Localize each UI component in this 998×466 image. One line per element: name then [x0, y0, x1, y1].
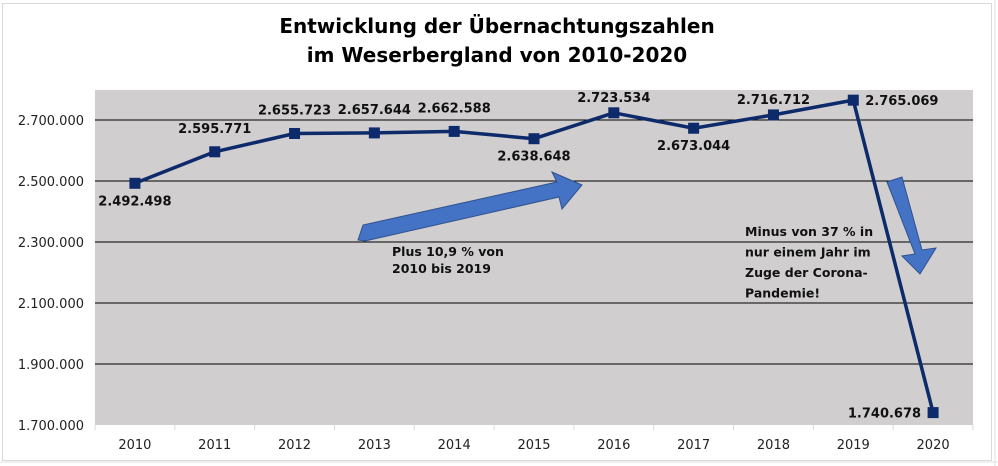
x-tick-label: 2011 [198, 438, 231, 453]
increase-arrow-icon [357, 170, 583, 242]
x-tick-label: 2012 [278, 438, 311, 453]
data-label: 2.673.044 [657, 139, 730, 154]
x-tick-label: 2013 [358, 438, 391, 453]
data-labels: 2.492.498 2.595.771 2.655.723 2.657.644 2.66… [98, 91, 938, 422]
y-tick-label: 2.500.000 [18, 175, 84, 190]
data-label: 2.723.534 [577, 91, 650, 106]
data-point-marker[interactable] [289, 128, 301, 140]
y-tick-label: 2.700.000 [18, 114, 84, 129]
x-tick-label: 2016 [597, 438, 630, 453]
data-label: 2.662.588 [418, 101, 491, 116]
chart-title-line-1: Entwicklung der Übernachtungszahlen [279, 14, 714, 38]
annotation-increase-text: 2010 bis 2019 [392, 261, 491, 276]
data-label: 2.765.069 [865, 94, 938, 109]
x-tick-label: 2017 [677, 438, 710, 453]
data-label: 2.655.723 [258, 104, 331, 119]
data-label: 2.492.498 [98, 194, 171, 209]
y-tick-label: 1.900.000 [18, 358, 84, 373]
y-tick-label: 2.100.000 [18, 297, 84, 312]
decrease-arrow-icon [886, 176, 937, 275]
chart-title-line-2: im Weserbergland von 2010-2020 [307, 43, 687, 67]
y-tick-label: 1.700.000 [18, 419, 84, 434]
y-tick-label: 2.300.000 [18, 236, 84, 251]
data-point-marker[interactable] [847, 94, 859, 106]
x-tick-label: 2020 [917, 438, 950, 453]
data-point-marker[interactable] [688, 122, 700, 134]
x-tick-label: 2010 [118, 438, 151, 453]
x-tick-label: 2019 [837, 438, 870, 453]
data-point-marker[interactable] [209, 146, 221, 158]
data-point-marker[interactable] [767, 109, 779, 121]
x-tick-label: 2015 [517, 438, 550, 453]
data-point-marker[interactable] [528, 133, 540, 145]
y-axis: 1.700.000 1.900.000 2.100.000 2.300.000 2.50… [18, 114, 84, 434]
data-label: 1.740.678 [848, 407, 921, 422]
data-point-marker[interactable] [129, 177, 141, 189]
annotation-increase-text: Plus 10,9 % von [392, 244, 504, 259]
data-point-marker[interactable] [368, 127, 380, 139]
data-label: 2.657.644 [338, 103, 411, 118]
gridlines [95, 119, 973, 365]
series-line [129, 94, 939, 419]
data-point-marker[interactable] [448, 125, 460, 137]
annotations: Plus 10,9 % von 2010 bis 2019 Minus von 37… [357, 170, 937, 301]
data-point-marker[interactable] [608, 107, 620, 119]
data-label: 2.638.648 [497, 150, 570, 165]
data-point-marker[interactable] [927, 407, 939, 419]
annotation-decrease-text: Minus von 37 % in [745, 224, 873, 239]
x-axis: 2010 2011 2012 2013 2014 2015 2016 2017 2018 2019… [94, 425, 974, 453]
data-label: 2.716.712 [737, 93, 810, 108]
annotation-decrease-text: Pandemie! [745, 286, 820, 301]
x-tick-label: 2014 [438, 438, 471, 453]
data-label: 2.595.771 [178, 122, 251, 137]
x-tick-label: 2018 [757, 438, 790, 453]
annotation-decrease-text: nur einem Jahr im [745, 245, 871, 260]
annotation-decrease-text: Zuge der Corona- [745, 265, 868, 280]
